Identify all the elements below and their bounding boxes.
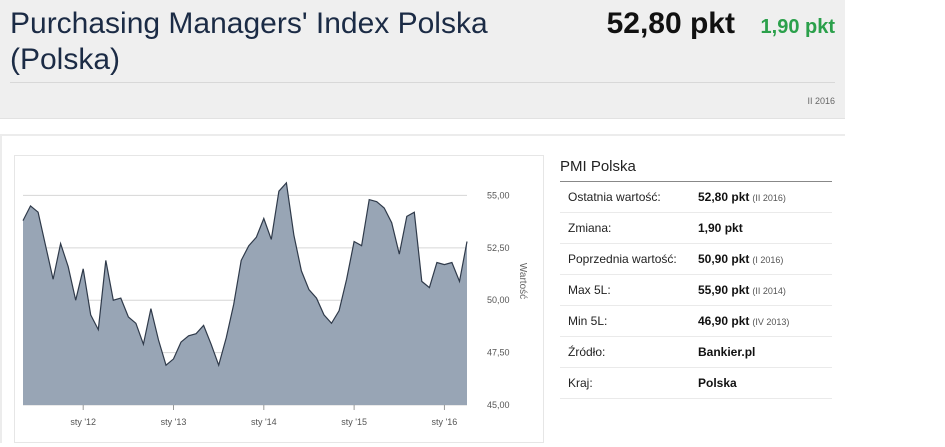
header: Purchasing Managers' Index Polska (Polsk… <box>0 0 845 119</box>
x-tick-label: sty '14 <box>251 417 277 427</box>
info-row: Zmiana: 1,90 pkt <box>560 212 832 244</box>
info-value: 55,90 pkt (II 2014) <box>698 274 832 306</box>
info-label: Kraj: <box>560 367 698 399</box>
info-label: Zmiana: <box>560 212 698 244</box>
info-label: Ostatnia wartość: <box>560 182 698 213</box>
info-value: 1,90 pkt <box>698 212 832 244</box>
info-table: Ostatnia wartość: 52,80 pkt (II 2016) Zmi… <box>560 182 832 399</box>
pmi-chart[interactable]: 45,00 47,50 50,00 52,50 55,00 sty '12 sty '13… <box>15 156 543 442</box>
y-tick-label: 50,00 <box>487 295 510 305</box>
chart-container: 45,00 47,50 50,00 52,50 55,00 sty '12 sty '13… <box>14 155 544 443</box>
info-value: 46,90 pkt (IV 2013) <box>698 305 832 337</box>
side-divider <box>560 181 832 182</box>
info-label: Poprzednia wartość: <box>560 243 698 275</box>
x-tick-label: sty '12 <box>70 417 96 427</box>
info-row: Kraj: Polska <box>560 367 832 399</box>
y-tick-label: 47,50 <box>487 348 510 358</box>
header-divider <box>10 82 835 83</box>
info-label: Max 5L: <box>560 274 698 306</box>
y-tick-label: 55,00 <box>487 190 510 200</box>
info-value: 50,90 pkt (I 2016) <box>698 243 832 275</box>
info-label: Źródło: <box>560 336 698 368</box>
y-axis-label: Wartość <box>517 263 528 299</box>
y-tick-label: 45,00 <box>487 400 510 410</box>
area-fill <box>23 182 467 405</box>
change-value: 1,90 pkt <box>760 16 835 38</box>
info-row: Poprzednia wartość: 50,90 pkt (I 2016) <box>560 243 832 275</box>
current-value: 52,80 pkt <box>606 7 735 40</box>
info-row: Ostatnia wartość: 52,80 pkt (II 2016) <box>560 182 832 213</box>
info-value: Bankier.pl <box>698 336 832 368</box>
x-tick-label: sty '16 <box>432 417 458 427</box>
info-row: Min 5L: 46,90 pkt (IV 2013) <box>560 305 832 337</box>
x-tick-label: sty '15 <box>341 417 367 427</box>
info-value: 52,80 pkt (II 2016) <box>698 182 832 213</box>
y-tick-label: 52,50 <box>487 243 510 253</box>
period-label: II 2016 <box>807 96 835 106</box>
series-line <box>22 181 468 368</box>
info-row: Max 5L: 55,90 pkt (II 2014) <box>560 274 832 306</box>
info-label: Min 5L: <box>560 305 698 337</box>
side-title: PMI Polska <box>560 158 636 175</box>
page-title: Purchasing Managers' Index Polska (Polsk… <box>10 7 488 76</box>
info-row: Źródło: Bankier.pl <box>560 336 832 368</box>
x-tick-label: sty '13 <box>161 417 187 427</box>
info-value: Polska <box>698 367 832 399</box>
